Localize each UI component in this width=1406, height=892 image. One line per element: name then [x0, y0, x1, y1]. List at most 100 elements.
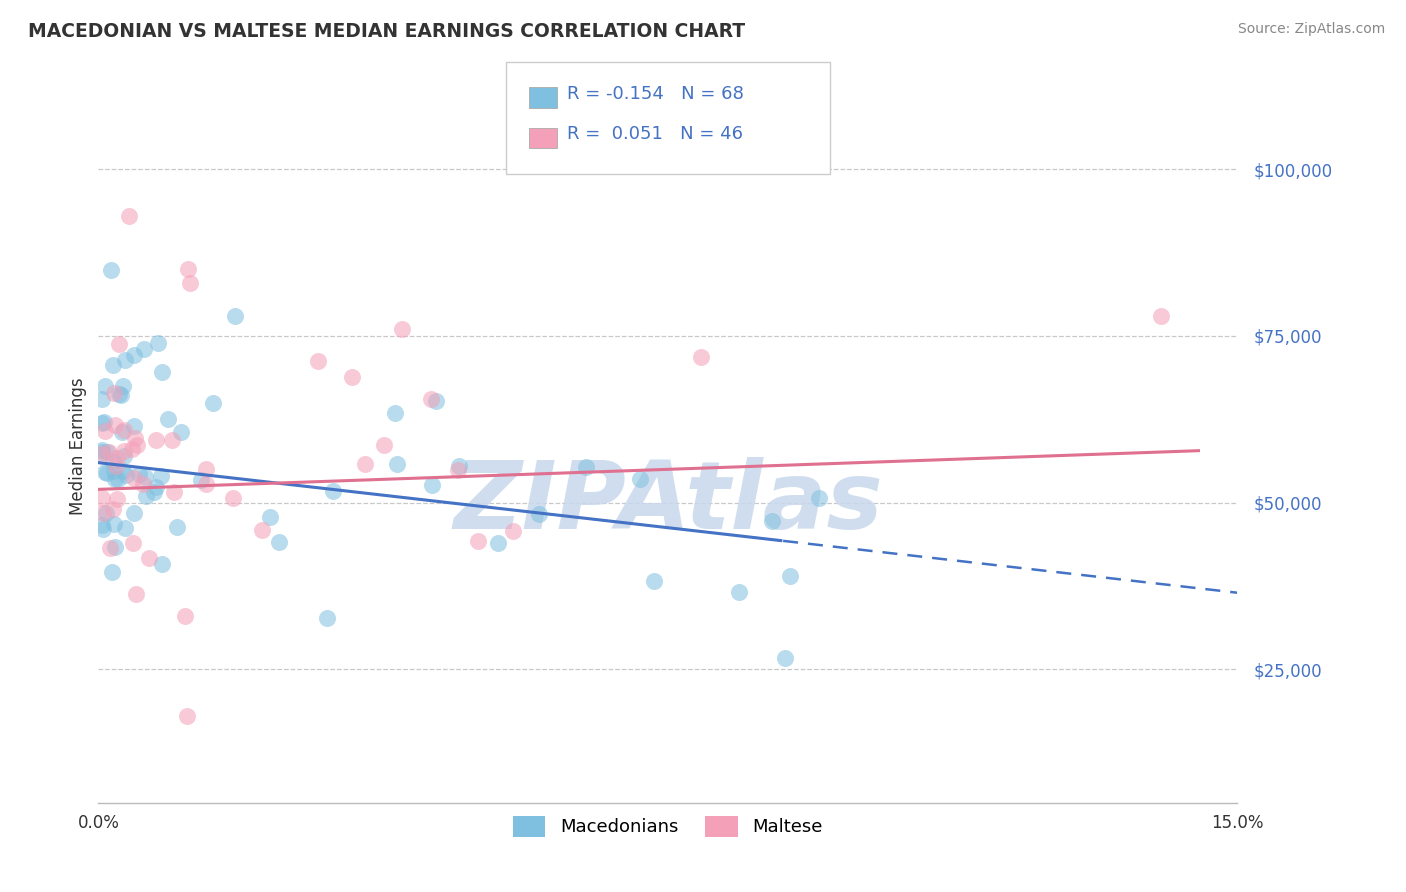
Point: [1150, 309, 1173, 323]
Point: [190, 473, 212, 487]
Point: [111, 425, 134, 440]
Point: [486, 536, 509, 550]
Point: [385, 457, 408, 471]
Point: [103, 385, 125, 400]
Point: [94, 506, 117, 520]
Point: [502, 524, 524, 539]
Point: [340, 370, 363, 384]
Point: [222, 491, 245, 506]
Point: [307, 354, 329, 368]
Point: [194, 477, 217, 491]
Point: [143, 485, 166, 500]
Point: [105, 450, 128, 465]
Point: [112, 379, 135, 393]
Point: [354, 457, 377, 471]
Point: [101, 502, 124, 516]
Point: [112, 443, 135, 458]
Point: [112, 449, 135, 463]
Point: [150, 557, 173, 571]
Point: [384, 406, 406, 420]
Point: [114, 521, 136, 535]
Point: [160, 433, 183, 447]
Point: [100, 263, 122, 277]
Point: [91, 491, 114, 505]
Text: ZIPAtlas: ZIPAtlas: [453, 457, 883, 549]
Point: [98, 444, 121, 458]
Point: [93, 465, 115, 479]
Point: [150, 469, 173, 483]
Point: [689, 350, 711, 364]
Point: [104, 541, 127, 555]
Point: [105, 491, 128, 506]
Point: [447, 463, 470, 477]
Point: [124, 471, 146, 485]
Point: [91, 447, 114, 461]
Point: [124, 431, 146, 445]
Point: [176, 709, 198, 723]
Point: [224, 309, 246, 323]
Point: [170, 425, 193, 440]
Point: [101, 455, 124, 469]
Point: [98, 541, 121, 555]
Point: [110, 388, 132, 402]
Point: [104, 472, 127, 486]
Point: [108, 387, 131, 401]
Point: [122, 536, 145, 550]
Point: [779, 569, 801, 583]
Point: [104, 417, 127, 432]
Point: [316, 611, 339, 625]
Point: [146, 336, 169, 351]
Point: [93, 415, 115, 429]
Point: [134, 470, 156, 484]
Text: MACEDONIAN VS MALTESE MEDIAN EARNINGS CORRELATION CHART: MACEDONIAN VS MALTESE MEDIAN EARNINGS CO…: [28, 22, 745, 41]
Point: [166, 520, 188, 534]
Point: [101, 565, 124, 579]
Point: [373, 437, 395, 451]
Point: [250, 524, 273, 538]
Point: [628, 472, 651, 486]
Point: [124, 348, 146, 362]
Point: [112, 464, 135, 478]
Point: [775, 650, 797, 665]
Legend: Macedonians, Maltese: Macedonians, Maltese: [506, 808, 830, 844]
Point: [391, 322, 413, 336]
Point: [91, 518, 114, 533]
Point: [91, 392, 114, 407]
Point: [91, 443, 114, 458]
Point: [201, 396, 224, 410]
Point: [124, 506, 146, 520]
Point: [94, 379, 117, 393]
Point: [122, 418, 145, 433]
Point: [103, 358, 125, 372]
Text: R = -0.154   N = 68: R = -0.154 N = 68: [567, 85, 744, 103]
Point: [177, 262, 200, 277]
Point: [761, 514, 783, 528]
Point: [157, 411, 180, 425]
Point: [134, 489, 156, 503]
Point: [449, 459, 471, 474]
Point: [527, 507, 550, 521]
Point: [425, 393, 447, 408]
Point: [322, 484, 344, 499]
Point: [94, 424, 117, 438]
Point: [107, 472, 129, 486]
Point: [727, 585, 749, 599]
Point: [121, 442, 143, 456]
Point: [179, 276, 201, 290]
Point: [115, 467, 138, 482]
Point: [420, 392, 443, 407]
Point: [91, 416, 114, 430]
Point: [807, 491, 830, 505]
Point: [163, 485, 186, 500]
Point: [112, 423, 135, 437]
Point: [131, 476, 153, 491]
Point: [259, 510, 281, 524]
Point: [118, 209, 141, 223]
Point: [91, 445, 114, 459]
Point: [575, 460, 598, 475]
Point: [127, 438, 149, 452]
Point: [138, 550, 160, 565]
Point: [173, 608, 195, 623]
Point: [267, 535, 290, 549]
Y-axis label: Median Earnings: Median Earnings: [69, 377, 87, 515]
